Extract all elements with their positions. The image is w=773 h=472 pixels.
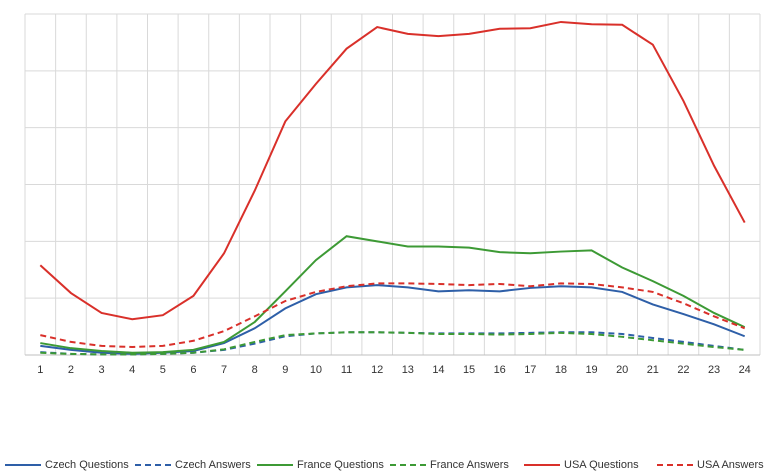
x-tick-label: 21 <box>647 364 659 376</box>
legend-label: USA Answers <box>697 459 764 471</box>
x-tick-label: 6 <box>190 364 196 376</box>
legend-label: USA Questions <box>564 459 639 471</box>
series-line <box>40 331 745 356</box>
x-tick-label: 19 <box>585 364 597 376</box>
x-tick-label: 4 <box>129 364 135 376</box>
x-tick-label: 14 <box>432 364 444 376</box>
x-tick-label: 2 <box>68 364 74 376</box>
x-tick-label: 9 <box>282 364 288 376</box>
x-tick-label: 17 <box>524 364 536 376</box>
x-tick-label: 5 <box>160 364 166 376</box>
x-tick-label: 10 <box>310 364 322 376</box>
x-tick-label: 16 <box>494 364 506 376</box>
x-tick-label: 3 <box>99 364 105 376</box>
x-tick-label: 1 <box>37 364 43 376</box>
x-tick-label: 8 <box>252 364 258 376</box>
legend-label: Czech Questions <box>45 459 129 471</box>
x-tick-label: 15 <box>463 364 475 376</box>
x-tick-label: 12 <box>371 364 383 376</box>
series-line <box>40 235 746 354</box>
x-tick-label: 23 <box>708 364 720 376</box>
legend-label: France Answers <box>430 459 509 471</box>
x-tick-label: 7 <box>221 364 227 376</box>
legend-label: France Questions <box>297 459 384 471</box>
series-line <box>40 282 746 349</box>
x-tick-label: 20 <box>616 364 628 376</box>
legend-label: Czech Answers <box>175 459 251 471</box>
x-tick-label: 24 <box>739 364 751 376</box>
x-tick-label: 18 <box>555 364 567 376</box>
x-tick-label: 11 <box>341 364 352 376</box>
x-tick-label: 22 <box>677 364 689 376</box>
x-tick-label: 13 <box>402 364 414 376</box>
series-line <box>39 20 746 321</box>
